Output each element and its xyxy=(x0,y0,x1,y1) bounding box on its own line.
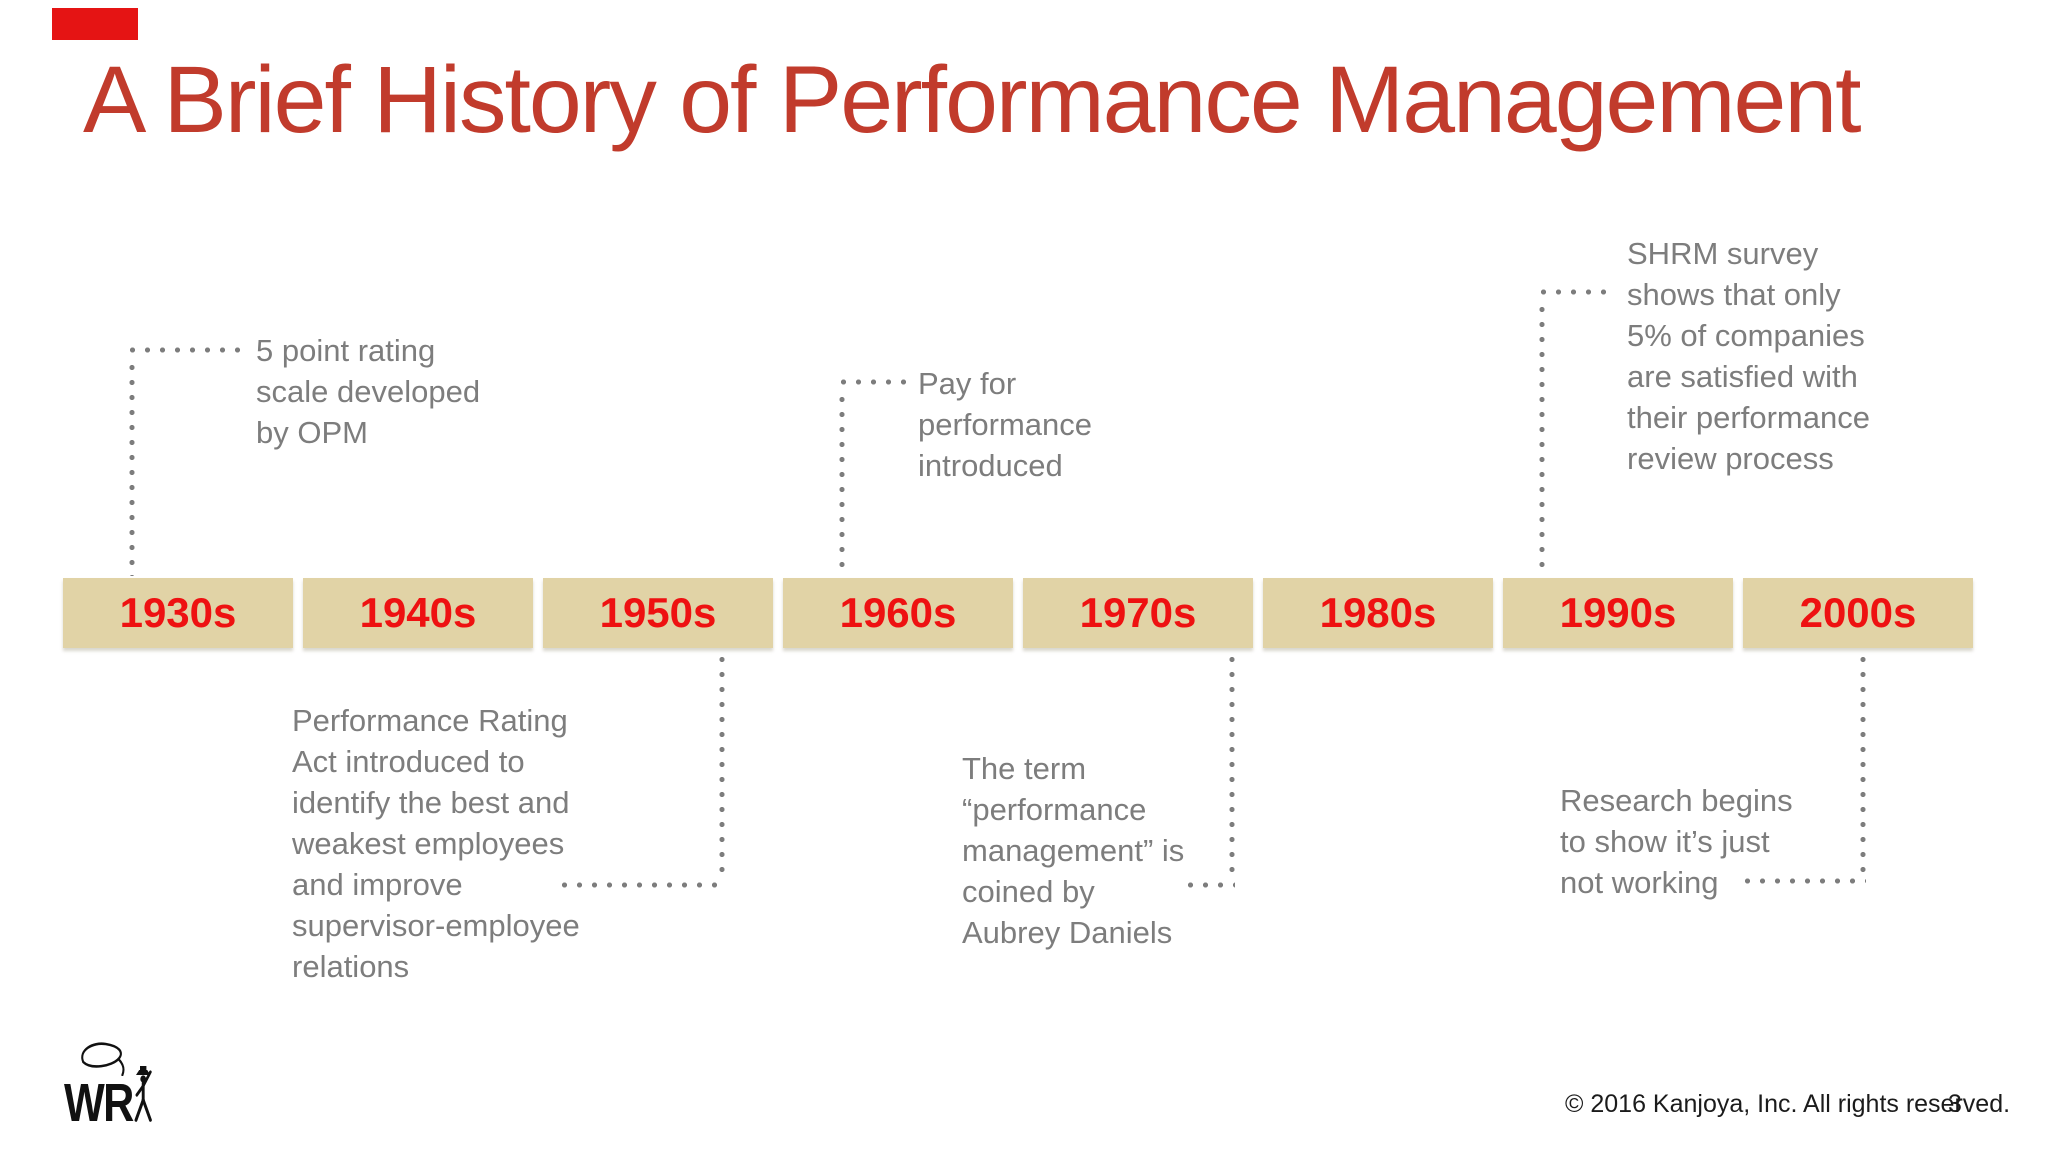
annotation-below-2000s: Research begins to show it’s just not wo… xyxy=(1560,783,1793,900)
accent-bar xyxy=(52,8,138,40)
decade-box-1980s: 1980s xyxy=(1263,578,1493,648)
annotation-above-1930s: 5 point rating scale developed by OPM xyxy=(256,333,481,450)
page-number: 3 xyxy=(1948,1090,1962,1118)
connector-1990s-horizontal xyxy=(1536,289,1612,295)
decade-box-1990s: 1990s xyxy=(1503,578,1733,648)
lasso-icon xyxy=(81,1042,125,1076)
connector-1970s-horizontal xyxy=(1183,882,1235,888)
connector-1960s-horizontal xyxy=(836,379,910,385)
decade-box-1950s: 1950s xyxy=(543,578,773,648)
decade-box-1960s: 1960s xyxy=(783,578,1013,648)
logo-text-left: WR xyxy=(64,1072,134,1133)
connector-1950s-vertical xyxy=(719,652,725,882)
page-title: A Brief History of Performance Managemen… xyxy=(83,47,1862,153)
copyright-text: © 2016 Kanjoya, Inc. All rights reserved… xyxy=(1565,1090,2011,1118)
connector-1930s-horizontal xyxy=(125,347,240,353)
timeline: 1930s 1940s 1950s 1960s 1970s 1980s 1990… xyxy=(63,578,1973,648)
decade-box-1940s: 1940s xyxy=(303,578,533,648)
cowboy-icon xyxy=(134,1066,152,1122)
connector-1930s-vertical xyxy=(129,360,135,576)
connector-1950s-horizontal xyxy=(557,882,725,888)
decade-box-2000s: 2000s xyxy=(1743,578,1973,648)
annotation-above-1990s: SHRM survey shows that only 5% of compan… xyxy=(1627,236,1870,476)
decade-box-1970s: 1970s xyxy=(1023,578,1253,648)
annotation-above-1960s: Pay for performance introduced xyxy=(918,366,1093,483)
connector-1970s-vertical xyxy=(1229,652,1235,882)
decade-box-1930s: 1930s xyxy=(63,578,293,648)
connector-1960s-vertical xyxy=(839,392,845,576)
connector-2000s-horizontal xyxy=(1740,878,1866,884)
connector-2000s-vertical xyxy=(1860,652,1866,880)
connector-1990s-vertical xyxy=(1539,302,1545,576)
wrangle-logo: WR xyxy=(64,1040,232,1133)
annotation-below-1950s: Performance Rating Act introduced to ide… xyxy=(292,703,580,984)
annotation-below-1970s: The term “performance management” is coi… xyxy=(962,751,1185,950)
